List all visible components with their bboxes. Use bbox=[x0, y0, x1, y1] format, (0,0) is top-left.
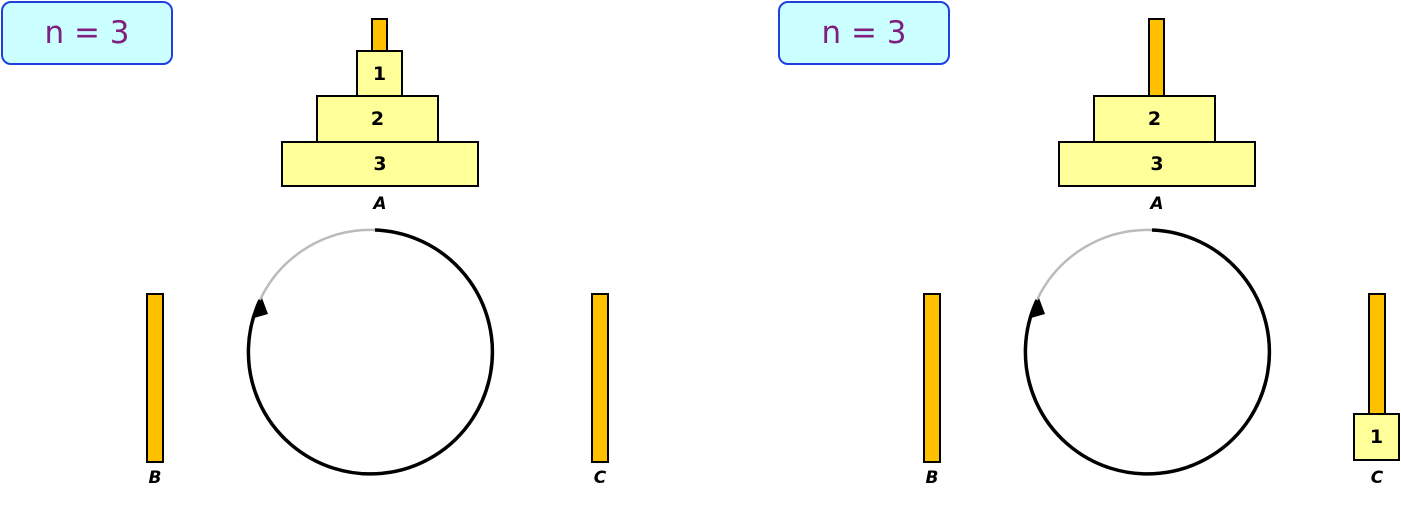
move-cycle-arrow bbox=[1023, 228, 1272, 476]
peg-b-label: B bbox=[925, 468, 939, 488]
peg-b-label: B bbox=[148, 468, 162, 488]
move-cycle-arrow bbox=[246, 228, 495, 476]
peg-a-label: A bbox=[1150, 194, 1164, 214]
cycle-arrowhead bbox=[254, 298, 268, 318]
disk-3: 3 bbox=[1058, 141, 1256, 187]
peg-b bbox=[146, 293, 164, 463]
peg-a-label: A bbox=[373, 194, 387, 214]
cycle-arc bbox=[1023, 228, 1272, 476]
disk-2: 2 bbox=[1093, 95, 1216, 143]
panel-after-move: n = 3 2 3 A B 1 C bbox=[777, 0, 1401, 506]
peg-b bbox=[923, 293, 941, 463]
peg-c-label: C bbox=[593, 468, 607, 488]
disk-3: 3 bbox=[281, 141, 479, 187]
peg-a bbox=[371, 18, 388, 52]
cycle-arc bbox=[246, 228, 495, 476]
cycle-arrowhead bbox=[1031, 298, 1045, 318]
cycle-arc-faded bbox=[258, 228, 376, 301]
n-badge: n = 3 bbox=[778, 1, 950, 65]
disk-1: 1 bbox=[356, 50, 403, 97]
peg-c bbox=[591, 293, 609, 463]
disk-2: 2 bbox=[316, 95, 439, 143]
panel-initial: n = 3 1 2 3 A B C bbox=[0, 0, 700, 506]
n-badge: n = 3 bbox=[1, 1, 173, 65]
peg-a bbox=[1148, 18, 1165, 97]
disk-1: 1 bbox=[1353, 413, 1400, 461]
cycle-arc-faded bbox=[1035, 228, 1153, 301]
peg-c bbox=[1368, 293, 1386, 415]
peg-c-label: C bbox=[1370, 468, 1384, 488]
